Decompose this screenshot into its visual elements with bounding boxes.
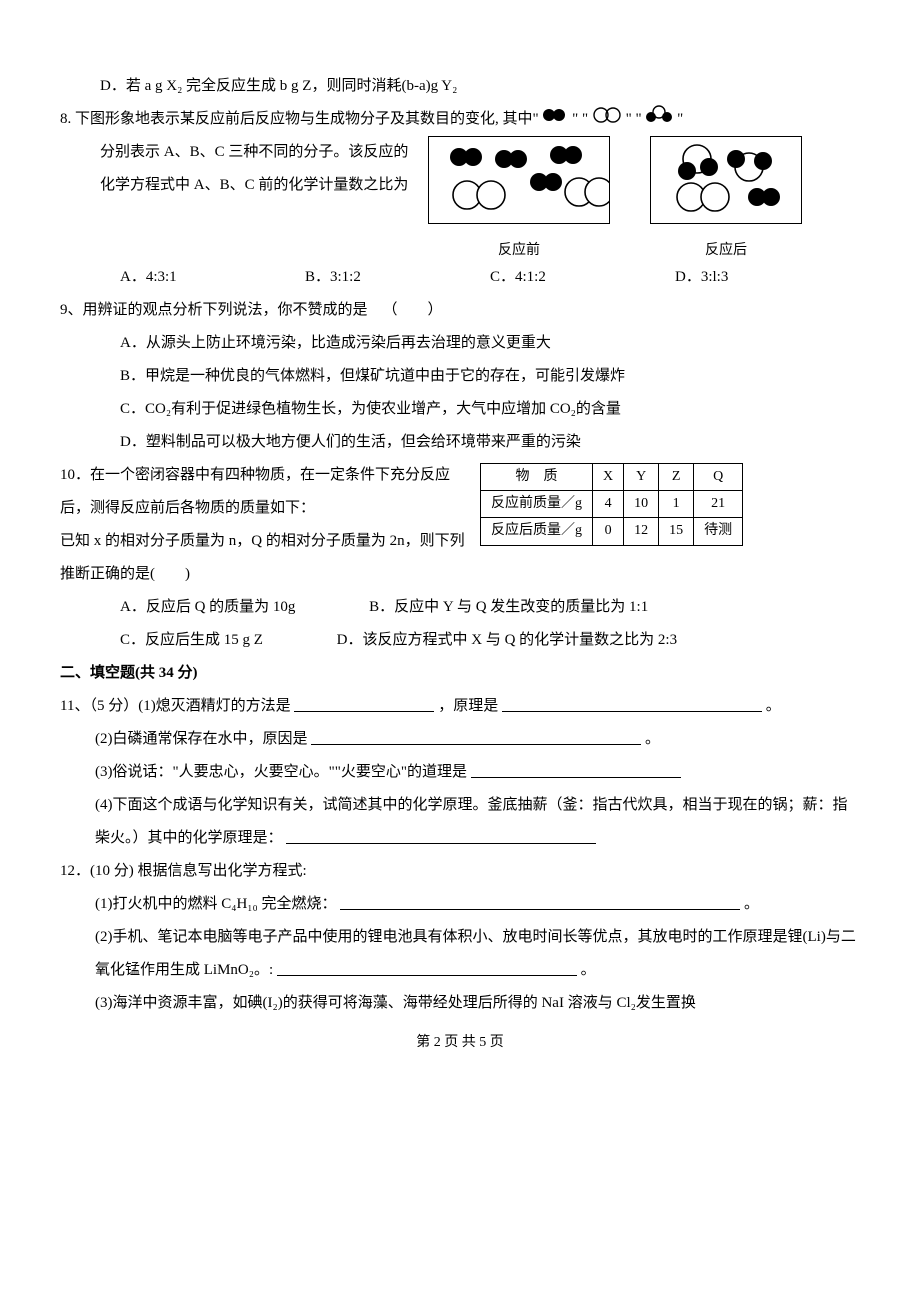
- q9-b: B．甲烷是一种优良的气体燃料，但煤矿坑道中由于它的存在，可能引发爆炸: [60, 360, 860, 393]
- q10-opts-row2: C．反应后生成 15 g Z D．该反应方程式中 X 与 Q 的化学计量数之比为…: [60, 624, 860, 657]
- q8-opt-c: C．4:1:2: [490, 261, 675, 294]
- q8-figure-after: 反应后: [650, 136, 802, 261]
- q10-text-col: 10．在一个密闭容器中有四种物质，在一定条件下充分反应后，测得反应前后各物质的质…: [60, 459, 470, 591]
- q12-1: (1)打火机中的燃料 C₄H₁₀ 完全燃烧： 。: [60, 888, 860, 921]
- r2-0: 反应后质量／g: [481, 518, 593, 545]
- r1-2: 10: [624, 490, 659, 517]
- q8-opt-b: B．3:1:2: [305, 261, 490, 294]
- q9-c: C．CO₂有利于促进绿色植物生长，为使农业增产，大气中应增加 CO₂的含量: [60, 393, 860, 426]
- q8-options: A．4:3:1 B．3:1:2 C．4:1:2 D．3:l:3: [60, 261, 860, 294]
- blank-12-1[interactable]: [340, 892, 740, 910]
- blank-11-1b[interactable]: [502, 694, 762, 712]
- q8-sep2: " ": [626, 111, 642, 127]
- molecule-a-icon: [542, 103, 568, 136]
- q8-cap-after: 反应后: [650, 241, 802, 261]
- q8-opt-d: D．3:l:3: [675, 261, 860, 294]
- th-3: Z: [659, 463, 694, 490]
- r1-0: 反应前质量／g: [481, 490, 593, 517]
- th-4: Q: [694, 463, 743, 490]
- q11-4: (4)下面这个成语与化学知识有关，试简述其中的化学原理。釜底抽薪（釜：指古代炊具…: [60, 789, 860, 855]
- r1-1: 4: [593, 490, 624, 517]
- q11-3a: (3)俗说话："人要忠心，火要空心。""火要空心"的道理是: [95, 764, 467, 780]
- q9-d: D．塑料制品可以极大地方便人们的生活，但会给环境带来严重的污染: [60, 426, 860, 459]
- q7-option-d: D．若 a g X₂ 完全反应生成 b g Z，则同时消耗(b-a)g Y₂: [60, 70, 860, 103]
- q10-a: A．反应后 Q 的质量为 10g: [120, 599, 295, 615]
- q11-2a: (2)白磷通常保存在水中，原因是: [95, 731, 308, 747]
- r1-3: 1: [659, 490, 694, 517]
- section2-head: 二、填空题(共 34 分): [60, 657, 860, 690]
- q11-1b: ，原理是: [438, 698, 498, 714]
- blank-11-1a[interactable]: [294, 694, 434, 712]
- q8-figure-before: 反应前: [428, 136, 610, 261]
- q10-d: D．该反应方程式中 X 与 Q 的化学计量数之比为 2:3: [337, 632, 677, 648]
- q11-2b: 。: [645, 731, 660, 747]
- q10-c: C．反应后生成 15 g Z: [120, 632, 263, 648]
- r2-2: 12: [624, 518, 659, 545]
- q12-head: 12．(10 分) 根据信息写出化学方程式:: [60, 855, 860, 888]
- r2-1: 0: [593, 518, 624, 545]
- q10-opts-row1: A．反应后 Q 的质量为 10g B．反应中 Y 与 Q 发生改变的质量比为 1…: [60, 591, 860, 624]
- q11-3: (3)俗说话："人要忠心，火要空心。""火要空心"的道理是: [60, 756, 860, 789]
- blank-11-4[interactable]: [286, 826, 596, 844]
- q12-2end: 。: [581, 962, 596, 978]
- r2-3: 15: [659, 518, 694, 545]
- q8-body: 分别表示 A、B、C 三种不同的分子。该反应的化学方程式中 A、B、C 前的化学…: [60, 136, 860, 261]
- q8-cap-before: 反应前: [428, 241, 610, 261]
- molecule-c-icon: [645, 103, 673, 136]
- before-diagram: [428, 136, 610, 224]
- page-footer: 第 2 页 共 5 页: [60, 1028, 860, 1059]
- after-diagram: [650, 136, 802, 224]
- blank-11-2[interactable]: [311, 727, 641, 745]
- q10-body: 10．在一个密闭容器中有四种物质，在一定条件下充分反应后，测得反应前后各物质的质…: [60, 459, 860, 591]
- q8-stem-start: 8. 下图形象地表示某反应前后反应物与生成物分子及其数目的变化, 其中": [60, 111, 539, 127]
- q11-1a: 11、（5 分）(1)熄灭酒精灯的方法是: [60, 698, 291, 714]
- q9-stem: 9、用辨证的观点分析下列说法，你不赞成的是 （ ）: [60, 294, 860, 327]
- q12-3: (3)海洋中资源丰富，如碘(I₂)的获得可将海藻、海带经处理后所得的 NaI 溶…: [60, 987, 860, 1020]
- q12-1end: 。: [744, 896, 759, 912]
- molecule-b-icon: [592, 103, 622, 136]
- q10-b: B．反应中 Y 与 Q 发生改变的质量比为 1:1: [369, 599, 648, 615]
- q12-2: (2)手机、笔记本电脑等电子产品中使用的锂电池具有体积小、放电时间长等优点，其放…: [60, 921, 860, 987]
- th-0: 物 质: [481, 463, 593, 490]
- q9-a: A．从源头上防止环境污染，比造成污染后再去治理的意义更重大: [60, 327, 860, 360]
- r1-4: 21: [694, 490, 743, 517]
- q8-opt-a: A．4:3:1: [120, 261, 305, 294]
- blank-12-2[interactable]: [277, 958, 577, 976]
- q8-stem-line1: 8. 下图形象地表示某反应前后反应物与生成物分子及其数目的变化, 其中" " "…: [60, 103, 860, 136]
- q11-2: (2)白磷通常保存在水中，原因是 。: [60, 723, 860, 756]
- th-2: Y: [624, 463, 659, 490]
- q8-figures: 反应前 反应后: [428, 136, 802, 261]
- q12-1a: (1)打火机中的燃料 C₄H₁₀ 完全燃烧：: [95, 896, 337, 912]
- q11-1c: 。: [766, 698, 781, 714]
- r2-4: 待测: [694, 518, 743, 545]
- q8-stem-line2: 分别表示 A、B、C 三种不同的分子。该反应的化学方程式中 A、B、C 前的化学…: [100, 136, 420, 202]
- q8-sep1: " ": [572, 111, 588, 127]
- th-1: X: [593, 463, 624, 490]
- q11-1: 11、（5 分）(1)熄灭酒精灯的方法是 ，原理是 。: [60, 690, 860, 723]
- blank-11-3[interactable]: [471, 760, 681, 778]
- q10-table: 物 质XYZQ 反应前质量／g410121 反应后质量／g01215待测: [480, 463, 743, 546]
- q10-stem-a: 10．在一个密闭容器中有四种物质，在一定条件下充分反应后，测得反应前后各物质的质…: [60, 467, 450, 516]
- q10-stem-b: 已知 x 的相对分子质量为 n，Q 的相对分子质量为 2n，则下列推断正确的是(…: [60, 533, 465, 582]
